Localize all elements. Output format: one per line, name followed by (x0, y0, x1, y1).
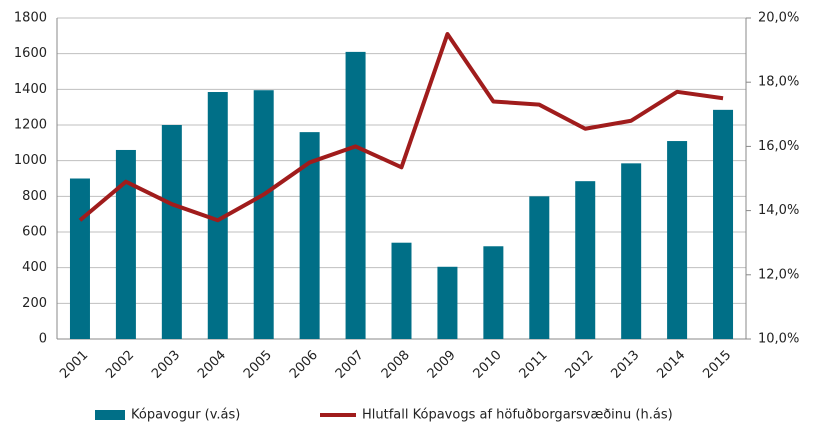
x-tick-label: 2002 (103, 348, 137, 382)
x-tick-label: 2001 (57, 348, 91, 382)
bar (483, 246, 504, 339)
x-tick-label: 2010 (471, 348, 505, 382)
y2-tick-label: 16,0% (758, 139, 799, 154)
y-tick-label: 1200 (14, 118, 47, 133)
bar (575, 181, 596, 339)
y-tick-label: 400 (22, 260, 47, 275)
y-tick-label: 200 (22, 296, 47, 311)
x-tick-label: 2007 (333, 348, 367, 382)
y-tick-label: 800 (22, 189, 47, 204)
bar (529, 196, 550, 339)
x-tick-label: 2009 (425, 348, 459, 382)
bar (713, 109, 734, 339)
y-tick-label: 1000 (14, 153, 47, 168)
x-tick-label: 2004 (195, 348, 229, 382)
bar (115, 149, 136, 339)
x-tick-label: 2005 (241, 348, 275, 382)
x-tick-label: 2008 (379, 348, 413, 382)
bar (253, 90, 274, 339)
y2-tick-label: 10,0% (758, 332, 799, 347)
y-tick-label: 0 (39, 332, 47, 347)
legend-label: Hlutfall Kópavogs af höfuðborgarsvæðinu … (362, 408, 673, 423)
y-tick-label: 600 (22, 225, 47, 240)
bar (299, 132, 320, 339)
x-tick-label: 2014 (654, 348, 688, 382)
bar (69, 178, 90, 339)
y2-tick-label: 14,0% (758, 203, 799, 218)
bar (437, 266, 458, 339)
x-tick-label: 2011 (517, 348, 551, 382)
x-tick-label: 2015 (700, 348, 734, 382)
x-tick-label: 2003 (149, 348, 183, 382)
bar (345, 51, 366, 340)
y-tick-label: 1800 (14, 11, 47, 26)
line (78, 32, 724, 223)
bar (391, 242, 412, 339)
legend-swatch (95, 410, 125, 420)
y-tick-label: 1400 (14, 82, 47, 97)
y2-tick-label: 12,0% (758, 267, 799, 282)
bar (161, 125, 182, 339)
x-tick-label: 2013 (608, 348, 642, 382)
bar (621, 163, 642, 339)
y-tick-label: 1600 (14, 46, 47, 61)
x-tick-label: 2012 (563, 348, 597, 382)
bar (207, 92, 228, 339)
y2-tick-label: 20,0% (758, 11, 799, 26)
x-tick-label: 2006 (287, 348, 321, 382)
legend-label: Kópavogur (v.ás) (131, 408, 240, 423)
bar (667, 141, 688, 339)
y2-tick-label: 18,0% (758, 75, 799, 90)
